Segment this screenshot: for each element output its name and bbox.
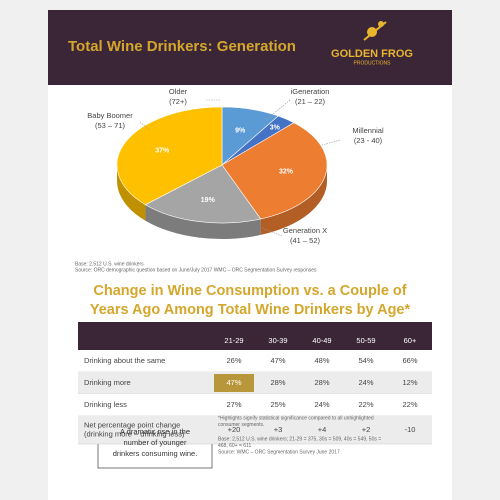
category-range: (72+) [169, 97, 187, 106]
cell-value: 28% [270, 378, 285, 387]
table-header [78, 322, 432, 350]
footnote: Base: 2,512 U.S. wine drinkers; 21-29 = … [218, 436, 381, 442]
logo-text: GOLDEN FROG [331, 48, 413, 60]
cell-value: 24% [358, 378, 373, 387]
cell-value: 66% [402, 356, 417, 365]
table-title: Change in Wine Consumption vs. a Couple … [93, 283, 406, 299]
slice-label: 32% [279, 169, 294, 176]
category-range: (41 – 52) [290, 236, 321, 245]
footnote: Source: WMC – ORC Segmentation Survey Ju… [218, 449, 340, 455]
cell-value: 24% [314, 400, 329, 409]
category-label: Older [169, 87, 188, 96]
leader-line [321, 139, 341, 146]
cell-value: -10 [405, 425, 416, 434]
cell-value: +4 [318, 425, 327, 434]
callout-text: A dramatic rise in the [120, 427, 190, 436]
table-row [78, 350, 432, 372]
cell-value: 26% [226, 356, 241, 365]
highlight-cell [214, 374, 254, 392]
table-row [78, 394, 432, 416]
row-label: (drinking more – drinking less) [84, 429, 185, 438]
table-row [78, 416, 432, 444]
footnote: *Highlights signify statistical signific… [218, 415, 374, 421]
category-label: iGeneration [291, 87, 330, 96]
footnote: consumer segments. [218, 422, 264, 428]
cell-value: +2 [362, 425, 371, 434]
slice-side [145, 204, 261, 239]
cell-value: 22% [358, 400, 373, 409]
pie-slice [221, 122, 328, 220]
category-label: Baby Boomer [87, 111, 133, 120]
category-range: (23 - 40) [354, 136, 383, 145]
slice-side [260, 165, 327, 235]
table-title: Years Ago Among Total Wine Drinkers by A… [90, 302, 411, 318]
slice-label: 9% [235, 127, 246, 134]
cell-value: +20 [228, 425, 241, 434]
category-label: Generation X [283, 226, 327, 235]
header-title: Total Wine Drinkers: Generation [68, 38, 296, 55]
slice-label: 3% [270, 124, 281, 131]
cell-value: 47% [226, 378, 241, 387]
pie-note: Base: 2,512 U.S. wine drinkers [75, 261, 144, 267]
leader-line [139, 121, 151, 131]
cell-value: +3 [274, 425, 283, 434]
column-header: 50-59 [356, 336, 375, 345]
pie-note: Source: ORC demographic question based o… [75, 267, 317, 273]
slice-label: 19% [201, 197, 216, 204]
cell-value: 27% [226, 400, 241, 409]
category-label: Millennial [352, 126, 384, 135]
footnote: 468, 60+ = 611 [218, 443, 251, 449]
column-header: 30-39 [268, 336, 287, 345]
category-range: (21 – 22) [295, 97, 326, 106]
pie-slice [116, 106, 223, 206]
row-label: Net percentage point change [84, 420, 180, 429]
leader-line [265, 99, 291, 121]
column-header: 40-49 [312, 336, 331, 345]
column-header: 60+ [404, 336, 417, 345]
cell-value: 28% [314, 378, 329, 387]
cell-value: 12% [402, 378, 417, 387]
slice-label: 37% [155, 148, 170, 155]
callout-text: drinkers consuming wine. [113, 449, 198, 458]
logo-icon [363, 21, 387, 41]
slice-side [117, 165, 146, 221]
callout-text: number of younger [124, 438, 187, 447]
cell-value: 47% [270, 356, 285, 365]
row-label: Drinking more [84, 378, 131, 387]
cell-value: 25% [270, 400, 285, 409]
cell-value: 48% [314, 356, 329, 365]
cell-value: 54% [358, 356, 373, 365]
table-row [78, 372, 432, 394]
category-range: (53 – 71) [95, 121, 126, 130]
column-header: 21-29 [224, 336, 243, 345]
row-label: Drinking about the same [84, 356, 165, 365]
logo-subtext: PRODUCTIONS [354, 60, 392, 66]
leader-line [261, 227, 283, 237]
row-label: Drinking less [84, 400, 127, 409]
pie-slice [144, 164, 262, 224]
cell-value: 22% [402, 400, 417, 409]
